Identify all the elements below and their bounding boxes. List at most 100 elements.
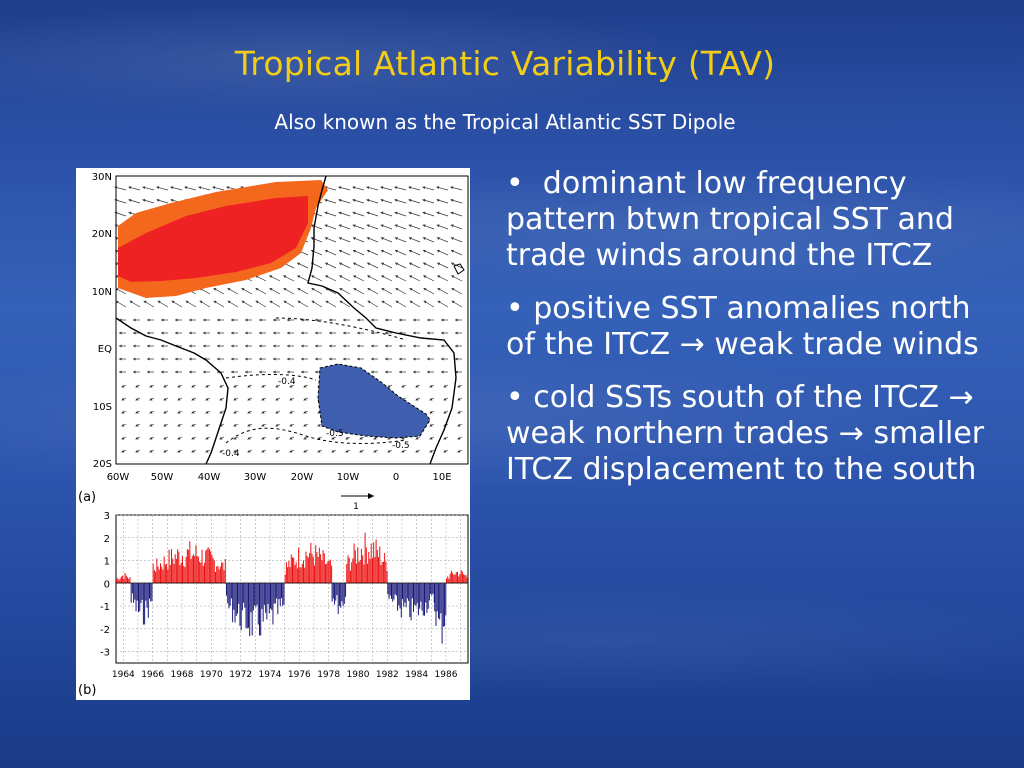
wind-vector-head — [245, 370, 248, 374]
bar-negative — [426, 583, 428, 613]
wind-vector-head — [380, 198, 384, 202]
africa-coastline — [307, 175, 457, 465]
bar-negative — [424, 583, 425, 616]
bar-positive — [317, 557, 319, 584]
wind-vector-head — [219, 384, 223, 388]
wind-vector-head — [170, 198, 174, 202]
wind-vector-head — [301, 344, 304, 348]
bar-positive — [447, 576, 449, 584]
wind-vector-head — [233, 410, 237, 414]
bar-negative — [430, 583, 432, 594]
wind-vector-head — [219, 449, 223, 453]
bar-negative — [394, 583, 396, 595]
bar-negative — [338, 583, 340, 606]
bar-positive — [353, 543, 355, 584]
bar-positive — [166, 564, 168, 584]
bar-negative — [256, 583, 258, 605]
bar-positive — [197, 556, 199, 584]
wind-vector-head — [287, 331, 290, 335]
bar-positive — [362, 555, 364, 584]
bar-negative — [139, 583, 141, 612]
wind-vector-head — [147, 357, 150, 361]
wind-vector-head — [415, 436, 419, 440]
bar-negative — [391, 583, 392, 599]
wind-vector-head — [219, 436, 223, 440]
wind-vector-head — [357, 344, 360, 348]
bar-negative — [337, 583, 339, 615]
wind-vector-head — [443, 384, 447, 388]
wind-vector-head — [163, 410, 167, 414]
bar-positive — [346, 563, 348, 584]
bar-negative — [425, 583, 427, 603]
bar-negative — [246, 583, 248, 629]
wind-vector-head — [394, 249, 398, 253]
wind-vector-head — [161, 331, 164, 335]
bar-positive — [357, 547, 359, 584]
wind-vector-head — [191, 436, 195, 440]
wind-vector-head — [385, 318, 388, 322]
wind-vector-head — [311, 288, 315, 291]
wind-vector-head — [205, 410, 209, 414]
bar-positive — [312, 556, 314, 584]
bar-positive — [212, 557, 214, 584]
bar-positive — [125, 575, 127, 584]
bar-positive — [118, 579, 120, 584]
bar-positive — [158, 569, 160, 584]
bar-positive — [207, 547, 209, 584]
wind-vector-head — [163, 436, 167, 440]
bar-positive — [213, 560, 215, 584]
wind-vector-head — [339, 288, 343, 291]
island-outline — [453, 263, 465, 275]
bar-positive — [163, 556, 165, 584]
bar-negative — [239, 583, 241, 626]
bar-positive — [331, 565, 333, 584]
wind-vector-head — [275, 384, 279, 388]
wind-vector-head — [205, 436, 209, 440]
y-tick-label: -3 — [100, 648, 110, 659]
wind-vector-head — [380, 237, 384, 240]
bar-positive — [205, 550, 207, 584]
reference-vector-label: 1 — [353, 502, 359, 512]
bar-negative — [406, 583, 408, 599]
wind-vector-head — [357, 331, 360, 335]
bar-positive — [460, 570, 462, 584]
wind-vector-head — [289, 384, 293, 388]
wind-vector-head — [205, 384, 209, 388]
x-tick-label: 1966 — [141, 670, 164, 680]
wind-vector-head — [310, 237, 314, 240]
wind-vector-head — [429, 384, 433, 388]
wind-vector-head — [457, 449, 461, 453]
wind-vector-head — [161, 318, 164, 322]
bar-positive — [359, 559, 361, 584]
wind-vector-head — [231, 331, 234, 335]
wind-vector-head — [422, 249, 426, 253]
lon-label: 60W — [107, 472, 130, 483]
contour-label: -0.4 — [278, 377, 296, 387]
wind-vector-head — [408, 237, 412, 240]
wind-vector-head — [135, 423, 139, 427]
bar-negative — [414, 583, 416, 605]
wind-vector-head — [422, 237, 426, 240]
wind-vector-head — [241, 288, 245, 291]
bar-positive — [194, 556, 196, 584]
wind-vector-head — [394, 237, 398, 240]
wind-vector-head — [401, 436, 405, 440]
wind-vector-head — [233, 436, 237, 440]
timeseries-bars — [116, 532, 468, 644]
bar-positive — [358, 561, 360, 584]
bar-negative — [135, 583, 137, 612]
bar-positive — [374, 556, 376, 584]
bar-positive — [382, 561, 384, 584]
wind-vector-head — [121, 397, 125, 401]
wind-vector-head — [450, 237, 454, 240]
bar-negative — [387, 583, 389, 595]
wind-vector-head — [436, 249, 440, 253]
bar-positive — [318, 547, 320, 584]
bar-negative — [395, 583, 397, 596]
wind-vector-head — [423, 288, 427, 291]
wind-vector-head — [394, 186, 398, 190]
bar-positive — [174, 554, 176, 584]
bar-negative — [251, 583, 253, 636]
wind-vector-head — [163, 423, 167, 427]
wind-vector-head — [331, 436, 335, 440]
